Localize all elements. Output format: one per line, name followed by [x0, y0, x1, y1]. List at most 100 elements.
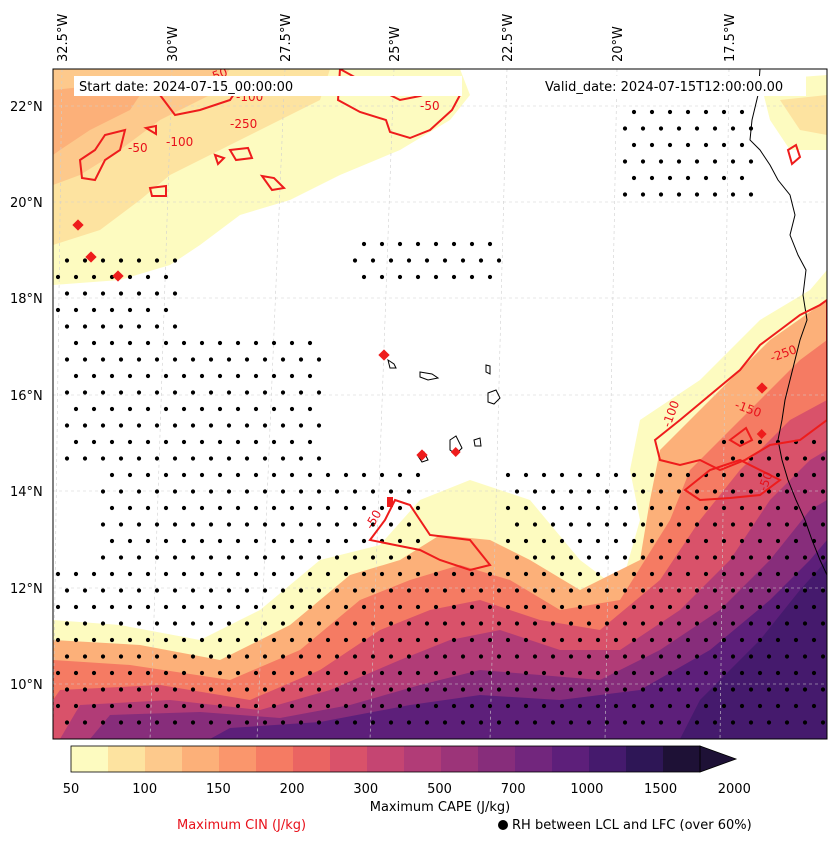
rh-dot — [388, 720, 394, 725]
rh-dot — [118, 324, 124, 329]
rh-dot — [514, 588, 520, 593]
rh-dot — [100, 423, 106, 428]
rh-dot — [82, 588, 88, 593]
rh-dot — [739, 175, 745, 181]
rh-dot — [217, 340, 223, 346]
rh-dot — [793, 505, 799, 511]
rh-dot — [289, 439, 295, 445]
rh-dot — [271, 604, 277, 610]
rh-dot — [172, 390, 178, 395]
rh-dot — [532, 621, 538, 626]
rh-dot — [721, 142, 727, 148]
rh-dot — [100, 456, 106, 461]
rh-dot — [460, 720, 466, 725]
rh-dot — [334, 654, 340, 659]
rh-dot — [757, 505, 763, 511]
rh-dot — [82, 324, 88, 329]
rh-dot — [199, 406, 205, 412]
rh-dot — [712, 654, 718, 659]
rh-dot — [721, 439, 727, 445]
rh-dot — [775, 505, 781, 511]
rh-dot — [676, 126, 682, 131]
rh-dot — [748, 192, 754, 197]
colorbar-outline — [70, 745, 701, 773]
rh-dot — [550, 654, 556, 659]
rh-dot — [118, 555, 124, 560]
rh-dot — [217, 571, 223, 577]
rh-dot — [109, 571, 115, 577]
rh-dot — [334, 588, 340, 593]
rh-dot — [145, 604, 151, 610]
rh-dot — [757, 604, 763, 610]
rh-dot — [685, 637, 691, 643]
rh-dot — [154, 423, 160, 428]
rh-dot — [181, 538, 187, 544]
rh-dot — [730, 555, 736, 560]
rh-dot — [811, 571, 817, 577]
rh-dot — [253, 604, 259, 610]
rh-dot — [730, 159, 736, 164]
rh-dot — [262, 423, 268, 428]
rh-dot — [82, 423, 88, 428]
rh-dot — [451, 274, 457, 280]
rh-dot — [658, 654, 664, 659]
rh-dot — [802, 621, 808, 626]
rh-dot — [640, 654, 646, 659]
rh-dot — [190, 687, 196, 692]
rh-dot — [379, 571, 385, 577]
rh-dot — [352, 687, 358, 692]
rh-dot — [649, 142, 655, 148]
rh-dot — [748, 654, 754, 659]
rh-dot — [235, 373, 241, 379]
rh-dot — [631, 109, 637, 115]
rh-dot — [676, 720, 682, 725]
rh-dot — [118, 390, 124, 395]
rh-dot — [757, 571, 763, 577]
rh-dot — [190, 489, 196, 494]
rh-dot — [514, 654, 520, 659]
rh-dot — [550, 522, 556, 527]
rh-dot — [739, 571, 745, 577]
rh-dot — [523, 637, 529, 643]
rh-dot — [253, 340, 259, 346]
rh-dot — [253, 670, 259, 676]
rh-dot — [613, 538, 619, 544]
rh-dot — [343, 505, 349, 511]
rh-dot — [667, 604, 673, 610]
rh-dot — [802, 555, 808, 560]
rh-dot — [406, 258, 412, 263]
rh-dot — [640, 126, 646, 131]
rh-dot — [190, 621, 196, 626]
rh-dot — [172, 555, 178, 560]
rh-dot — [136, 258, 142, 263]
rh-dot — [82, 621, 88, 626]
rh-dot — [622, 126, 628, 131]
rh-dot — [739, 604, 745, 610]
rh-dot — [568, 522, 574, 527]
rh-dot — [469, 670, 475, 676]
rh-dot — [181, 670, 187, 676]
rh-dot — [712, 720, 718, 725]
rh-dot — [397, 505, 403, 511]
start-date: Start date: 2024-07-15_00:00:00 — [79, 80, 293, 95]
rh-dot — [253, 373, 259, 379]
rh-dot — [127, 406, 133, 412]
rh-dot — [361, 505, 367, 511]
rh-dot — [487, 571, 493, 577]
header-box — [540, 76, 806, 96]
rh-dot — [739, 538, 745, 544]
rh-dot — [55, 307, 61, 313]
colorbar-tick-label: 2000 — [718, 782, 751, 797]
colorbar-swatch — [293, 746, 331, 772]
rh-dot — [325, 703, 331, 709]
rh-dot — [217, 406, 223, 412]
rh-dot — [307, 472, 313, 478]
lon-label: 20°W — [611, 26, 626, 62]
rh-dot — [73, 604, 79, 610]
rh-dot — [154, 324, 160, 329]
rh-dot — [523, 538, 529, 544]
rh-dot — [469, 604, 475, 610]
rh-dot — [136, 687, 142, 692]
rh-dot — [208, 621, 214, 626]
rh-dot — [478, 588, 484, 593]
